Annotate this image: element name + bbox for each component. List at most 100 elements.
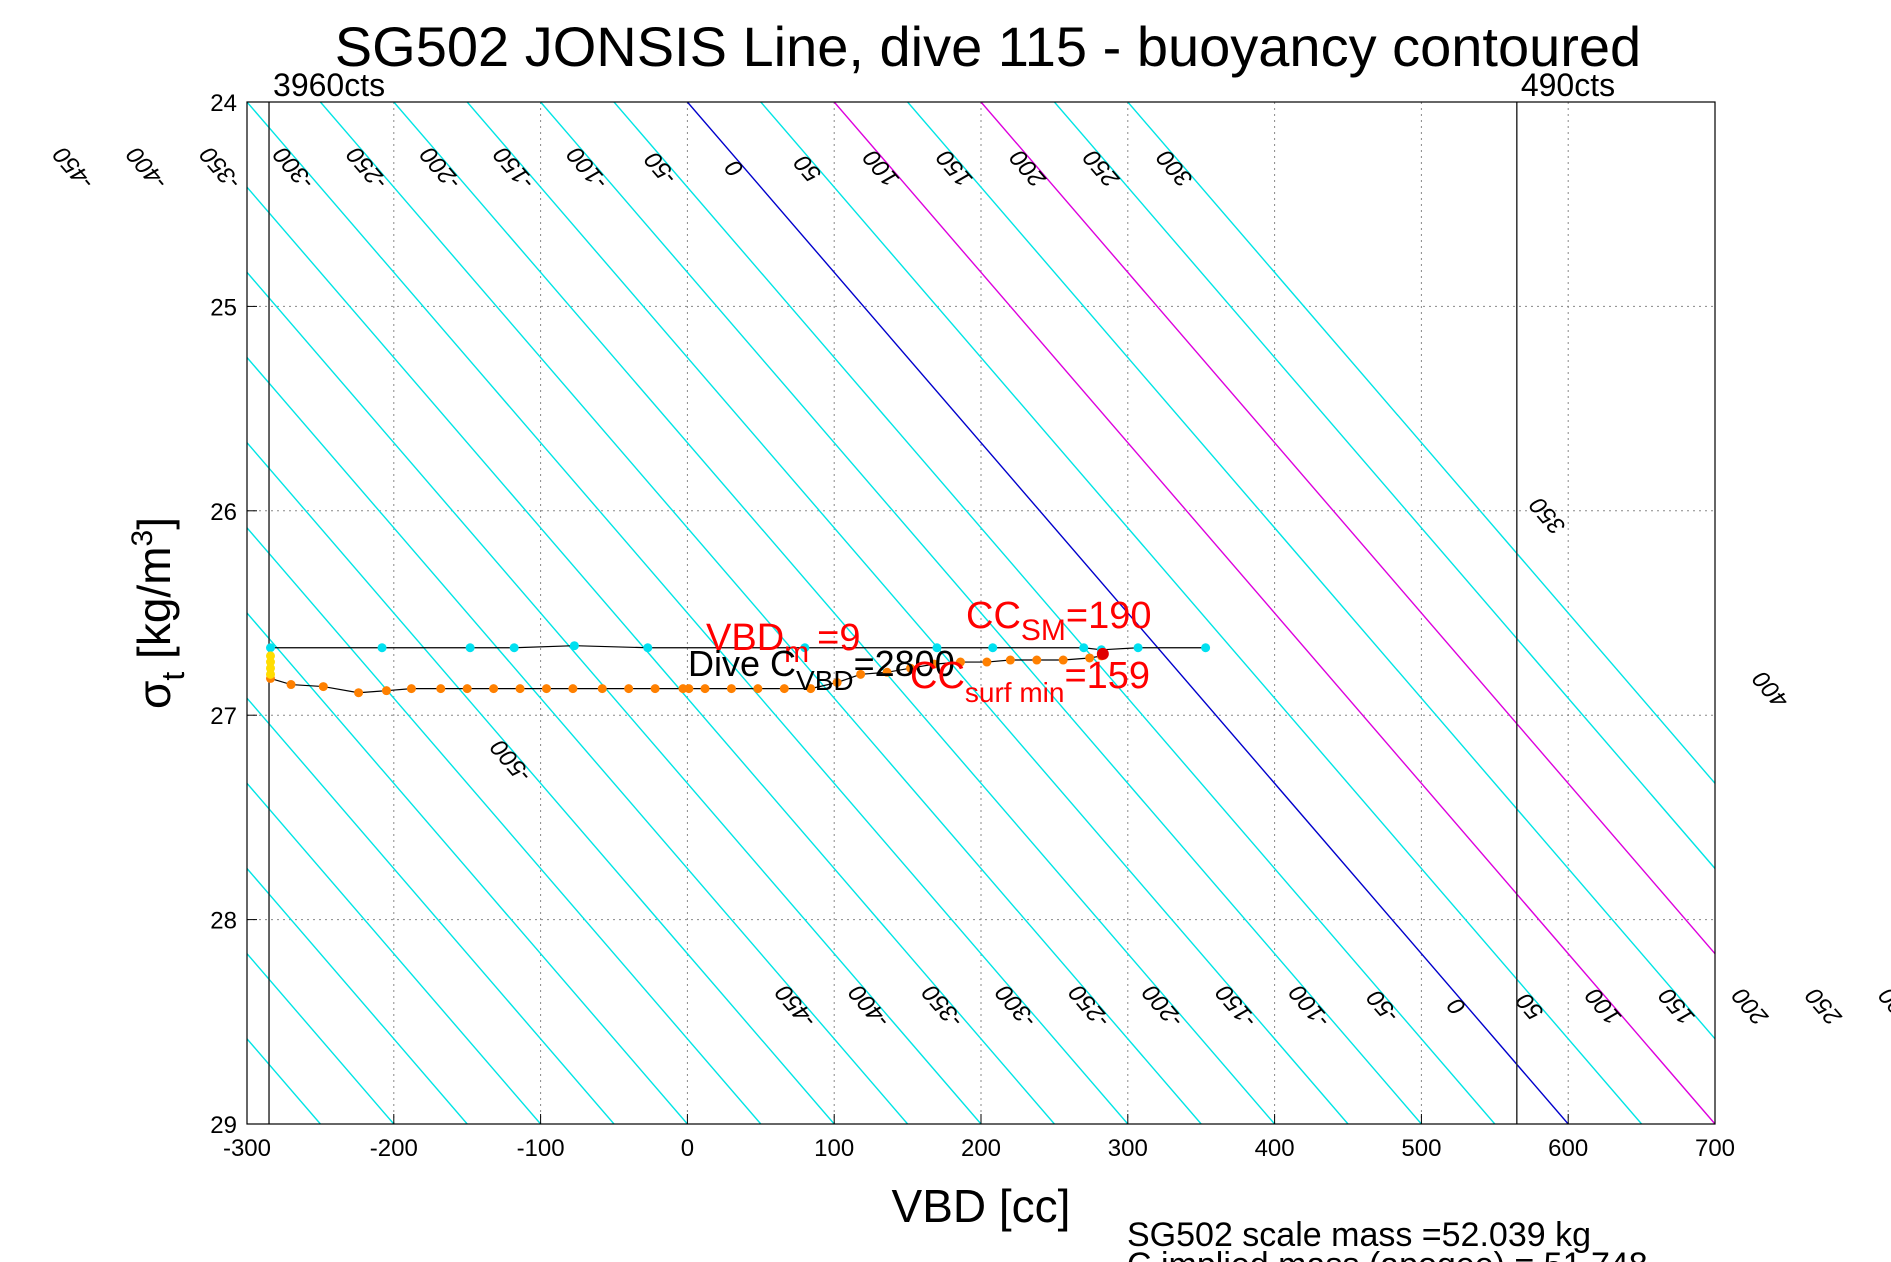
series-point xyxy=(779,684,789,694)
contour-label: -250 xyxy=(341,141,393,196)
contour-line xyxy=(247,782,542,1124)
series-point xyxy=(882,667,892,677)
contour-line xyxy=(247,697,615,1124)
series-point xyxy=(1133,643,1143,653)
y-tick-label: 27 xyxy=(210,703,237,730)
x-tick-label: 200 xyxy=(961,1135,1001,1162)
x-tick-label: 600 xyxy=(1548,1135,1588,1162)
annotations: VBDm =9 CCSM=190 Dive CVBD=2800 CCsurf mi… xyxy=(688,595,1151,708)
contour-label: -350 xyxy=(917,979,969,1034)
contour-line xyxy=(760,102,1643,1124)
series-point xyxy=(1096,647,1109,660)
vbd-cm-annotation: VBDm =9 xyxy=(706,617,860,669)
dive-c-value: =2800 xyxy=(854,643,955,684)
series-point xyxy=(800,643,810,653)
contour-line xyxy=(247,526,762,1124)
cc-sm-sub: SM xyxy=(1021,614,1066,647)
contour-label: 150 xyxy=(1653,982,1700,1030)
series-point xyxy=(932,643,942,653)
series-point xyxy=(318,682,328,692)
contour-label: -150 xyxy=(1210,979,1262,1034)
series-point xyxy=(265,643,275,653)
y-tick-label: 24 xyxy=(210,90,237,117)
contour-label: 0 xyxy=(1442,992,1472,1020)
contour-label: 300 xyxy=(1151,144,1198,192)
contour-label: -250 xyxy=(1063,979,1115,1034)
contour-line xyxy=(833,102,1715,1124)
x-tick-label: 300 xyxy=(1108,1135,1148,1162)
contour-label: -450 xyxy=(770,979,822,1034)
contour-label: 200 xyxy=(1004,144,1052,193)
cc-sm-annotation: CCSM=190 xyxy=(966,595,1151,647)
series-point xyxy=(955,657,965,667)
dive-c-label: Dive C xyxy=(688,643,796,684)
series-point xyxy=(1005,655,1015,665)
series-point xyxy=(436,684,446,694)
x-axis-ticks: -300 -200 -100 0 100 200 300 400 500 600 700 xyxy=(223,1114,1735,1162)
contour-label: 350 xyxy=(1524,491,1571,539)
contour-label: -150 xyxy=(488,141,540,196)
contour-line xyxy=(247,356,909,1124)
contour-line xyxy=(247,1122,248,1124)
y-tick-label: 28 xyxy=(210,908,237,935)
series-point xyxy=(929,659,939,669)
contour-line xyxy=(247,611,688,1124)
contour-line xyxy=(540,102,1422,1124)
series-point xyxy=(1201,643,1211,653)
cc-sm-label: CC xyxy=(966,595,1021,637)
series-point xyxy=(624,684,634,694)
vbd-limit-label: 490cts xyxy=(1521,67,1615,103)
series-point xyxy=(509,643,519,653)
contour-label: -500 xyxy=(485,733,537,788)
vbd-limit-lines: 3960cts 490cts xyxy=(268,67,1615,1124)
series-point xyxy=(856,669,866,679)
x-tick-label: 400 xyxy=(1255,1135,1295,1162)
y-tick-label: 29 xyxy=(210,1112,237,1139)
dive-series xyxy=(265,641,1211,698)
contour-label: 100 xyxy=(1580,982,1627,1030)
contour-label: 250 xyxy=(1078,144,1126,193)
vbd-cm-sub: m xyxy=(784,636,809,669)
series-point xyxy=(515,684,525,694)
contour-label: 50 xyxy=(789,149,827,187)
y-axis-label: σt [kg/m3] xyxy=(126,517,191,709)
contour-label: -100 xyxy=(1284,979,1336,1034)
buoyancy-contours xyxy=(247,102,1715,1124)
cc-surf-label: CC xyxy=(910,655,965,697)
cc-surf-value: =159 xyxy=(1064,655,1150,697)
series-point xyxy=(381,686,391,696)
series-point xyxy=(597,684,607,694)
series-point xyxy=(643,643,653,653)
contour-line xyxy=(907,102,1715,1040)
series-point xyxy=(1058,655,1068,665)
footer-implied: C implied mass (apogee) = 51.748 xyxy=(1127,1246,1648,1262)
contour-line xyxy=(247,186,1055,1124)
cc-surf-annotation: CCsurf min=159 xyxy=(910,655,1150,708)
series-point xyxy=(684,684,694,694)
contour-label: 200 xyxy=(1727,982,1775,1031)
series-point xyxy=(377,643,387,653)
contour-line xyxy=(1053,102,1715,870)
y-tick-label: 26 xyxy=(210,499,237,526)
series-point xyxy=(753,684,763,694)
contour-line xyxy=(980,102,1715,955)
x-axis-label: VBD [cc] xyxy=(892,1180,1071,1232)
contour-labels: -450 -400 -350 -300 -250 -200 -150 -100 -50 0 50 10… xyxy=(48,141,1891,1034)
series-point xyxy=(286,680,296,690)
vbd-cm-label: VBD xyxy=(706,617,784,659)
contour-line xyxy=(247,271,982,1124)
series-point xyxy=(265,669,275,679)
svg-text:σt [kg/m3]: σt [kg/m3] xyxy=(126,517,191,709)
contour-line xyxy=(686,102,1569,1124)
cc-sm-value: =190 xyxy=(1066,595,1152,637)
dive-c-sub: VBD xyxy=(796,665,854,696)
dive-c-annotation: Dive CVBD=2800 xyxy=(688,643,955,696)
contour-line xyxy=(319,102,1202,1124)
contour-label: -100 xyxy=(561,141,613,196)
series-point xyxy=(568,684,578,694)
contour-label: -450 xyxy=(48,141,100,196)
contour-label: -300 xyxy=(268,141,320,196)
x-tick-label: -100 xyxy=(517,1135,565,1162)
series-point xyxy=(406,684,416,694)
